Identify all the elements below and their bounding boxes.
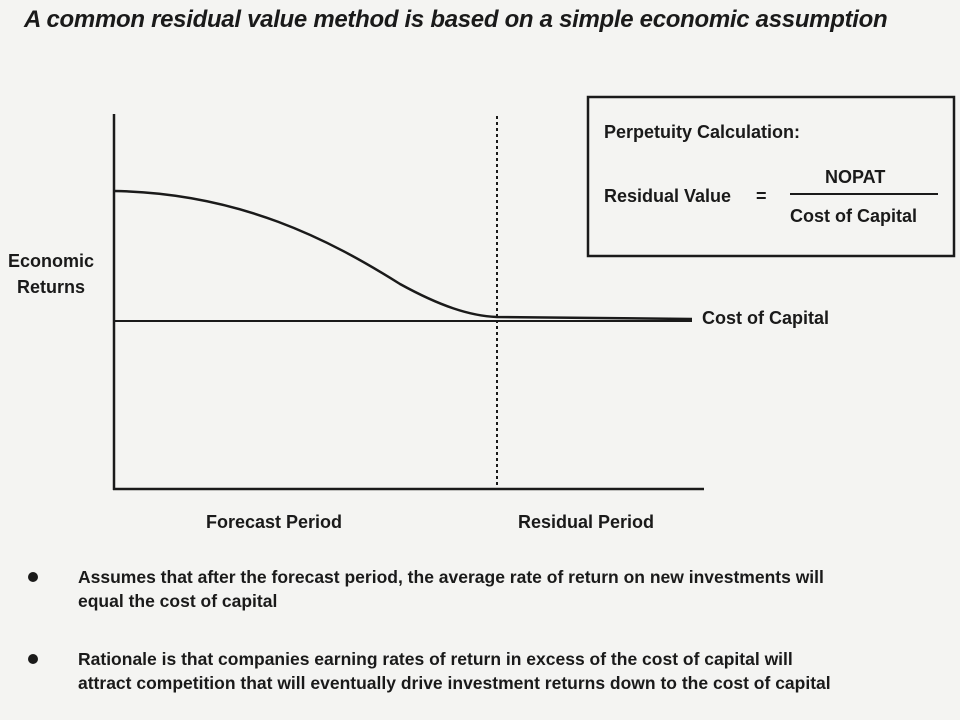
formula-numerator: NOPAT xyxy=(825,167,885,187)
bullet-text-line2: attract competition that will eventually… xyxy=(78,673,831,693)
economic-returns-curve xyxy=(113,189,693,321)
bullet-text-line2: equal the cost of capital xyxy=(78,591,278,611)
formula-box xyxy=(586,95,956,258)
residual-value-diagram: Economic Returns Cost of Capital Forecas… xyxy=(8,95,956,532)
formula-denominator: Cost of Capital xyxy=(790,206,917,226)
bullet-text-line1: Rationale is that companies earning rate… xyxy=(78,649,793,669)
residual-period-label: Residual Period xyxy=(518,512,654,532)
formula-equals: = xyxy=(756,186,767,206)
cost-of-capital-label: Cost of Capital xyxy=(702,308,829,328)
y-axis-label-line2: Returns xyxy=(17,277,85,297)
y-axis-label-line1: Economic xyxy=(8,251,94,271)
bullet-icon xyxy=(28,572,38,582)
formula-lhs: Residual Value xyxy=(604,186,731,206)
slide-title: A common residual value method is based … xyxy=(24,6,888,33)
forecast-period-label: Forecast Period xyxy=(206,512,342,532)
bullet-text-line1: Assumes that after the forecast period, … xyxy=(78,567,824,587)
formula-heading: Perpetuity Calculation: xyxy=(604,122,800,142)
bullet-icon xyxy=(28,654,38,664)
